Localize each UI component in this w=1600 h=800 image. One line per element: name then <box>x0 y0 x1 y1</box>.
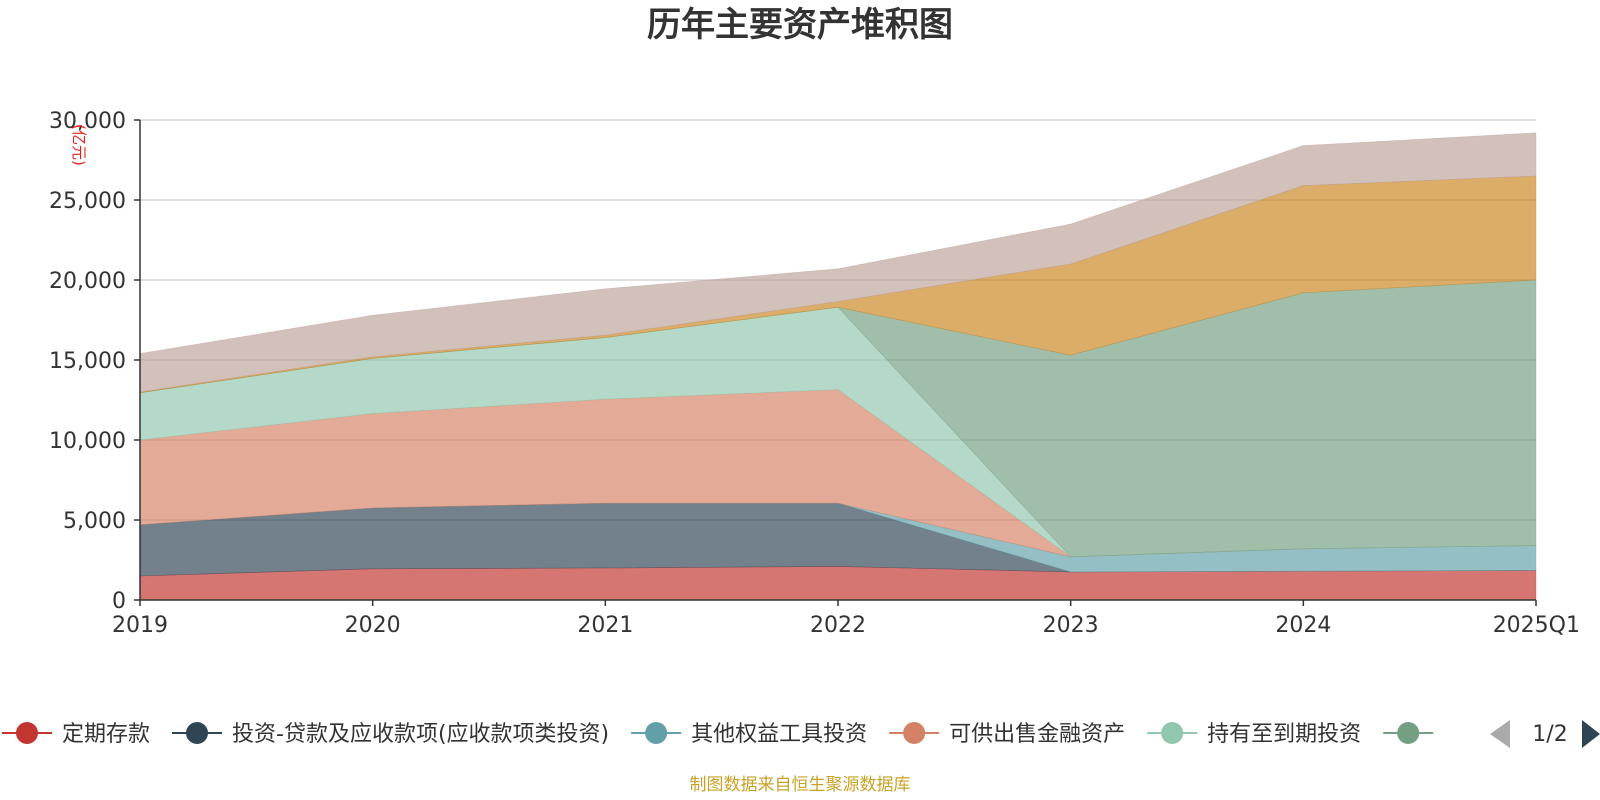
legend-next-page-icon[interactable] <box>1582 720 1600 748</box>
y-tick-label: 10,000 <box>49 429 126 454</box>
legend-marker <box>1161 722 1184 744</box>
legend-item[interactable]: 定期存款 <box>2 722 150 747</box>
area-其他 <box>139 132 1537 393</box>
legend-marker <box>645 722 668 744</box>
legend-label: 可供出售金融资产 <box>949 722 1125 747</box>
y-axis-unit-label: (亿元) <box>70 124 88 166</box>
x-tick-label: 2021 <box>577 613 633 638</box>
legend-item[interactable]: 其他权益工具投资 <box>631 722 867 747</box>
y-tick-label: 25,000 <box>49 189 126 214</box>
x-tick-label: 2020 <box>345 613 401 638</box>
y-tick-label: 20,000 <box>49 269 126 294</box>
y-tick-label: 15,000 <box>49 349 126 374</box>
legend-marker <box>903 722 926 744</box>
legend-marker <box>1397 722 1420 744</box>
legend-item[interactable]: 投资-贷款及应收款项(应收款项类投资) <box>172 722 609 747</box>
axes: 0 5,000 10,000 15,000 20,000 25,000 30,000 2019… <box>49 109 1580 638</box>
x-tick-label: 2022 <box>810 613 866 638</box>
legend-item[interactable]: 持有至到期投资 <box>1147 722 1361 747</box>
x-tick-label: 2019 <box>112 613 168 638</box>
data-source-note: 制图数据来自恒生聚源数据库 <box>690 775 911 795</box>
area-series <box>139 132 1537 601</box>
legend-label: 投资-贷款及应收款项(应收款项类投资) <box>232 722 609 747</box>
legend: 定期存款 投资-贷款及应收款项(应收款项类投资) 其他权益工具投资 可供出售金融资产 持… <box>2 720 1600 748</box>
x-tick-label: 2023 <box>1043 613 1099 638</box>
legend-marker <box>16 722 38 744</box>
legend-label: 定期存款 <box>62 722 150 747</box>
y-tick-label: 5,000 <box>63 509 126 534</box>
chart-title: 历年主要资产堆积图 <box>647 5 953 45</box>
x-tick-label: 2024 <box>1275 613 1331 638</box>
legend-marker <box>186 722 209 744</box>
y-tick-label: 30,000 <box>49 109 126 134</box>
y-tick-label: 0 <box>112 589 126 614</box>
legend-prev-page-icon[interactable] <box>1490 720 1510 748</box>
legend-item[interactable]: 可供出售金融资产 <box>889 722 1125 747</box>
legend-label: 持有至到期投资 <box>1207 722 1361 747</box>
area-定期存款 <box>139 566 1537 601</box>
x-tick-label: 2025Q1 <box>1493 613 1580 638</box>
legend-label: 其他权益工具投资 <box>691 722 867 747</box>
legend-item-partial[interactable] <box>1383 722 1434 744</box>
legend-page-indicator: 1/2 <box>1532 722 1567 747</box>
